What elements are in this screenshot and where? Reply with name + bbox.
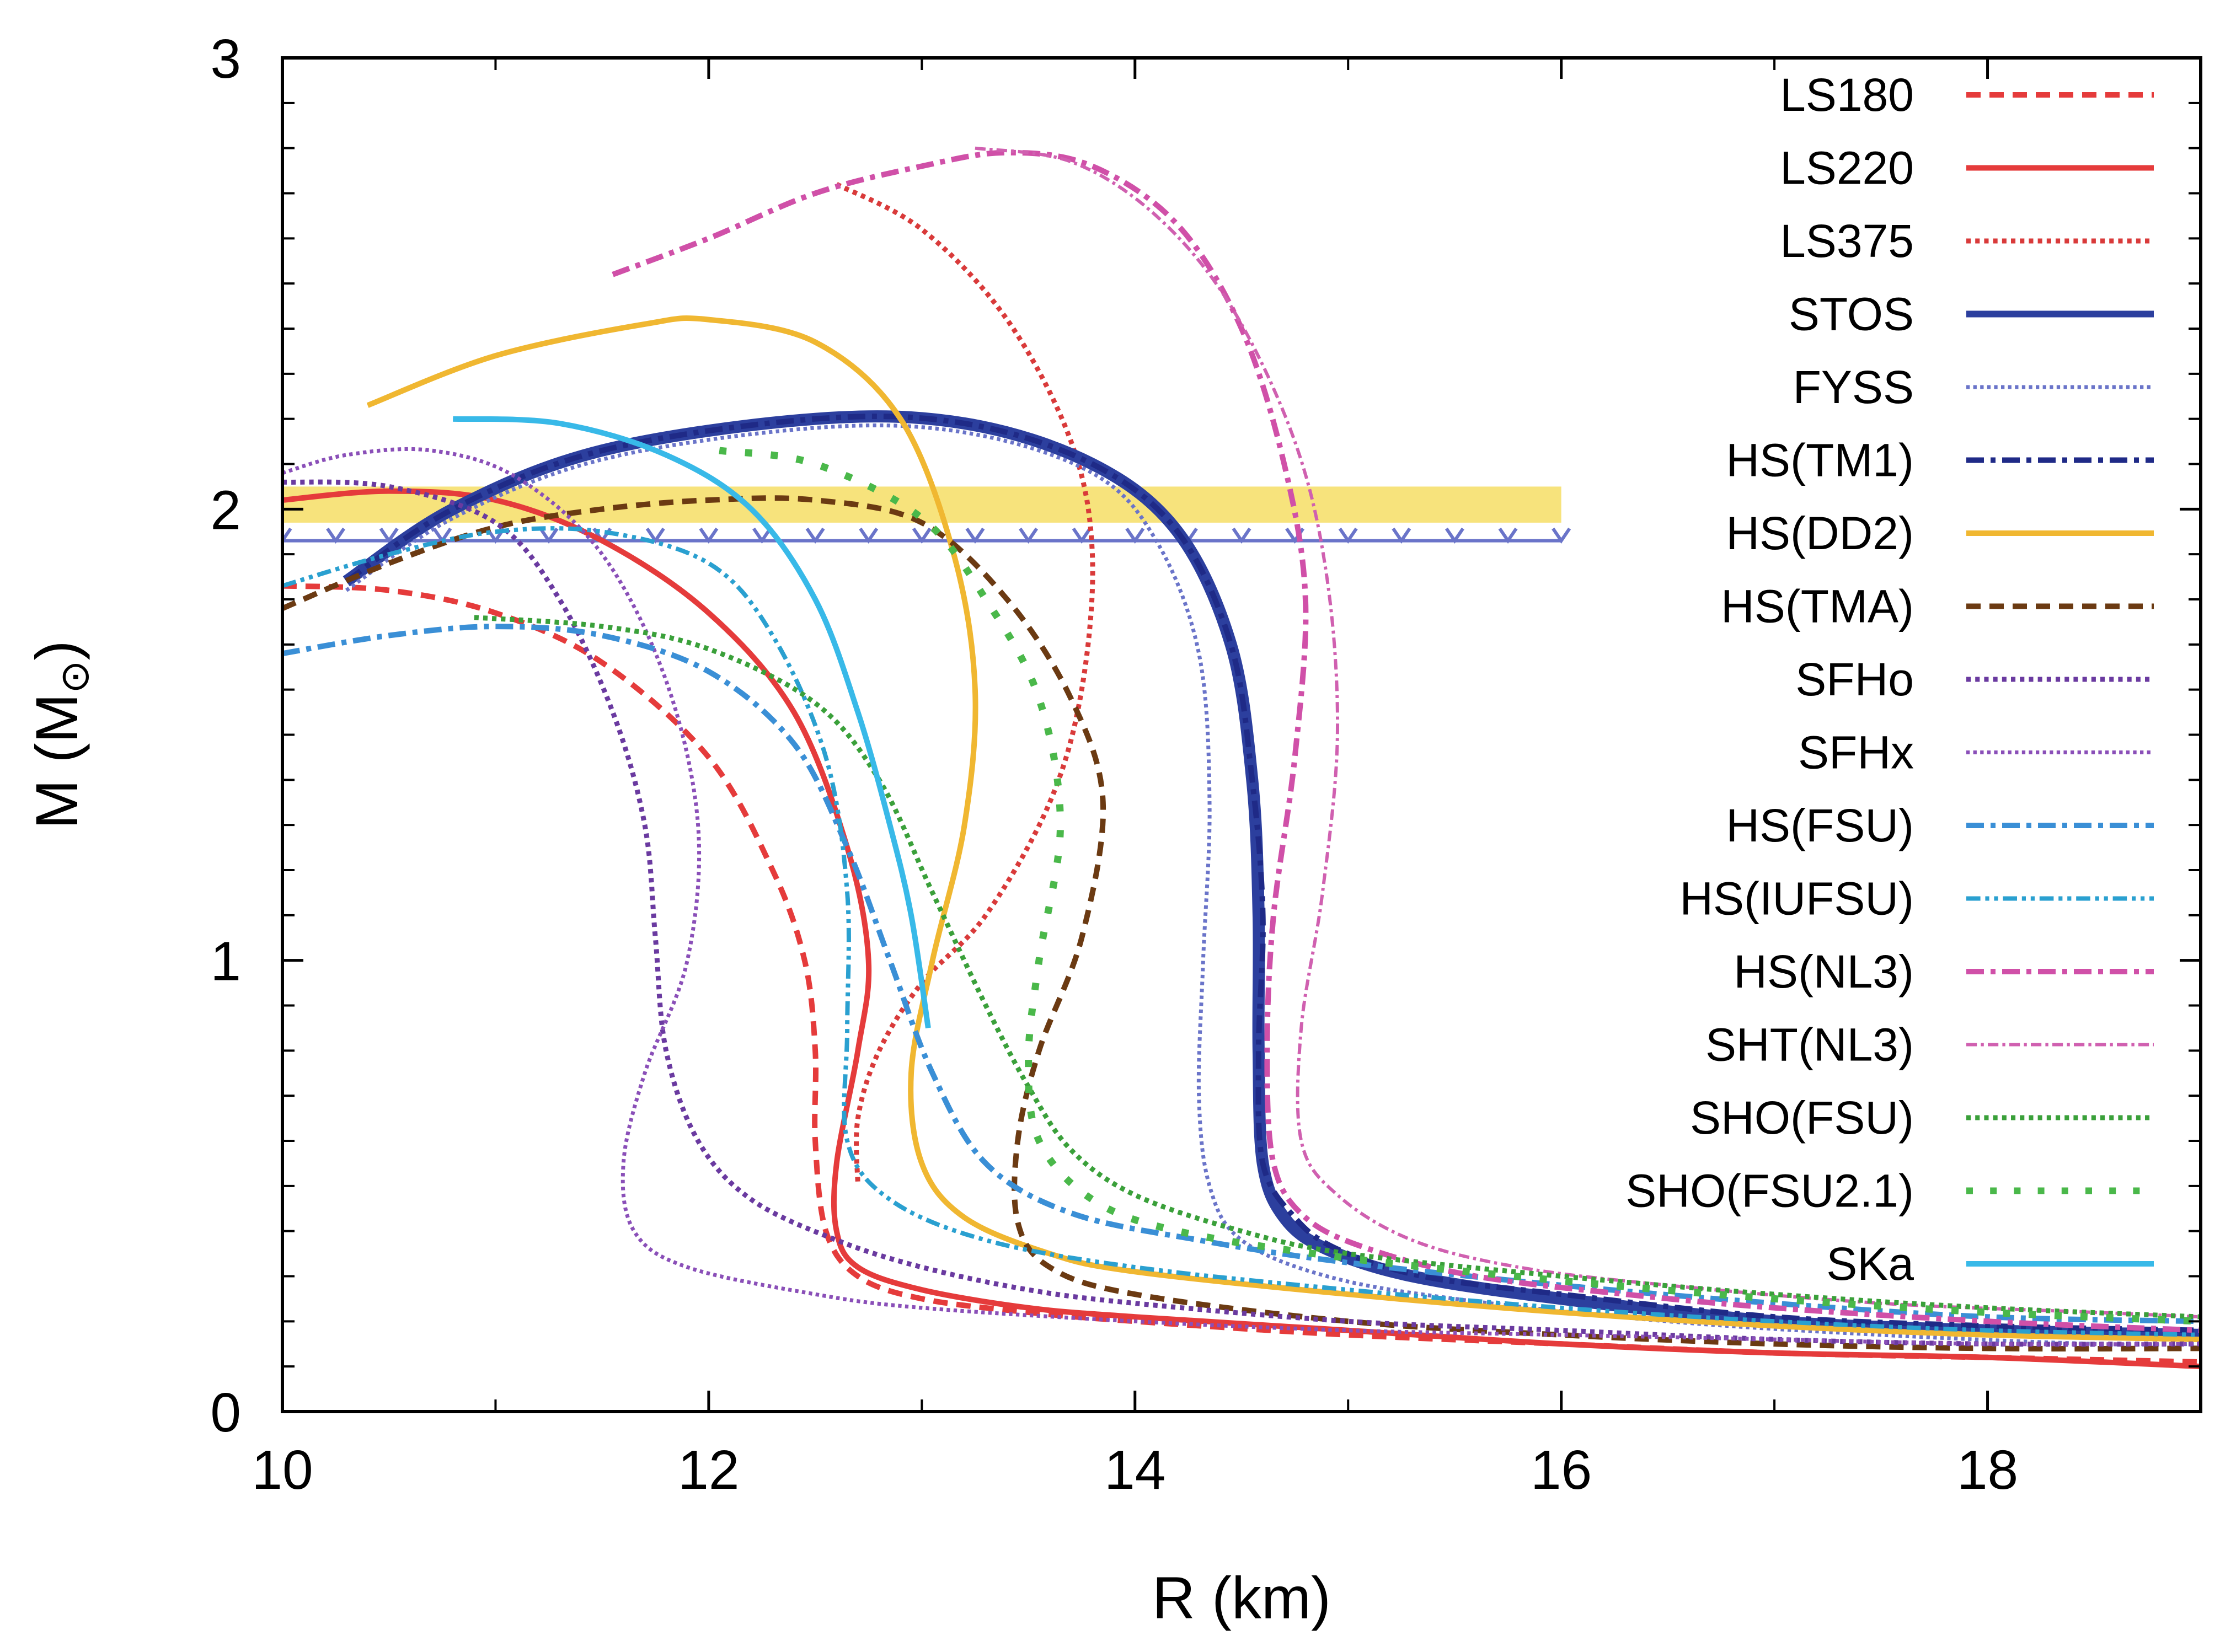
legend-label-sho-fsu: SHO(FSU) (1690, 1092, 1914, 1144)
observation-lower-bound-marker (965, 527, 985, 544)
observation-lower-bound-marker (1232, 527, 1251, 544)
x-tick-label: 14 (1104, 1439, 1165, 1501)
observation-lower-bound-marker (379, 527, 399, 544)
legend-label-sfho: SFHo (1795, 653, 1914, 705)
y-tick-label: 0 (210, 1382, 241, 1444)
series-line-sho-fsu (474, 615, 2201, 1320)
y-axis-label: M (M⊙) (23, 640, 97, 829)
series-line-ls180 (282, 583, 2201, 1365)
series-line-hs-tm1 (345, 414, 2201, 1333)
observation-lower-bound-marker (1392, 527, 1411, 544)
series-line-hs-dd2 (366, 315, 2201, 1343)
observation-lower-bound-marker (1498, 527, 1518, 544)
legend-label-fyss: FYSS (1793, 361, 1914, 413)
x-tick-label: 18 (1957, 1439, 2018, 1501)
legend-label-sfhx: SFHx (1798, 727, 1914, 779)
series-line-ska (452, 416, 931, 1029)
legend-label-ls180: LS180 (1780, 69, 1914, 121)
y-tick-label: 3 (210, 28, 241, 90)
observation-lower-bound-marker (805, 527, 825, 544)
legend-label-ska: SKa (1826, 1238, 1914, 1290)
x-tick-label: 16 (1531, 1439, 1592, 1501)
observation-lower-bound-marker (282, 527, 292, 544)
series-line-sht-nl3 (975, 146, 2201, 1319)
observation-lower-bound-marker (1338, 527, 1358, 544)
observation-lower-bound-marker (1019, 527, 1039, 544)
y-tick-label: 1 (210, 931, 241, 993)
y-tick-label: 2 (210, 479, 241, 541)
x-tick-label: 12 (678, 1439, 739, 1501)
legend-label-sht-nl3: SHT(NL3) (1705, 1019, 1914, 1071)
legend-label-ls375: LS375 (1780, 215, 1914, 267)
x-axis-label: R (km) (1152, 1564, 1331, 1631)
series-line-fyss (345, 423, 2201, 1347)
legend-label-hs-fsu: HS(FSU) (1726, 800, 1914, 851)
series-line-hs-fsu (282, 624, 2201, 1324)
observation-lower-bound-marker (326, 527, 346, 544)
observation-lower-bound-marker (1445, 527, 1464, 544)
legend-label-ls220: LS220 (1780, 142, 1914, 194)
observation-lower-bound-marker (699, 527, 719, 544)
series-line-ls375 (835, 182, 1095, 1186)
series-line-hs-iufsu (282, 526, 2201, 1337)
series-line-hs-nl3 (612, 149, 2201, 1333)
observation-lower-bound-marker (1552, 527, 1571, 544)
y-axis-label-main: M (M (23, 694, 90, 829)
observation-lower-bound-marker (912, 527, 932, 544)
observation-lower-bound-marker (539, 527, 559, 544)
series-line-stos (343, 410, 2201, 1341)
x-tick-label: 10 (252, 1439, 313, 1501)
y-axis-label-close: ) (23, 640, 90, 660)
series-line-sfhx (282, 447, 2201, 1347)
legend-label-hs-dd2: HS(DD2) (1726, 507, 1914, 559)
observation-lower-bound-marker (859, 527, 879, 544)
observation-lower-bound-marker (1072, 527, 1092, 544)
legend-label-hs-tma: HS(TMA) (1721, 581, 1914, 632)
series-line-hs-tma (282, 495, 2201, 1352)
observation-lower-bound-marker (1125, 527, 1145, 544)
observation-lower-bound-marker (645, 527, 665, 544)
legend-label-hs-iufsu: HS(IUFSU) (1679, 873, 1914, 925)
legend-label-sho-fsu2-1: SHO(FSU2.1) (1625, 1165, 1914, 1217)
observation-lower-bound-marker (752, 527, 772, 544)
legend-label-hs-nl3: HS(NL3) (1734, 946, 1914, 997)
y-axis-label-sun-symbol: ⊙ (53, 660, 97, 693)
series-line-sho-fsu2-1 (719, 447, 2201, 1325)
legend-label-stos: STOS (1789, 288, 1914, 340)
series-line-ls220 (282, 488, 2201, 1370)
legend-label-hs-tm1: HS(TM1) (1726, 435, 1914, 486)
